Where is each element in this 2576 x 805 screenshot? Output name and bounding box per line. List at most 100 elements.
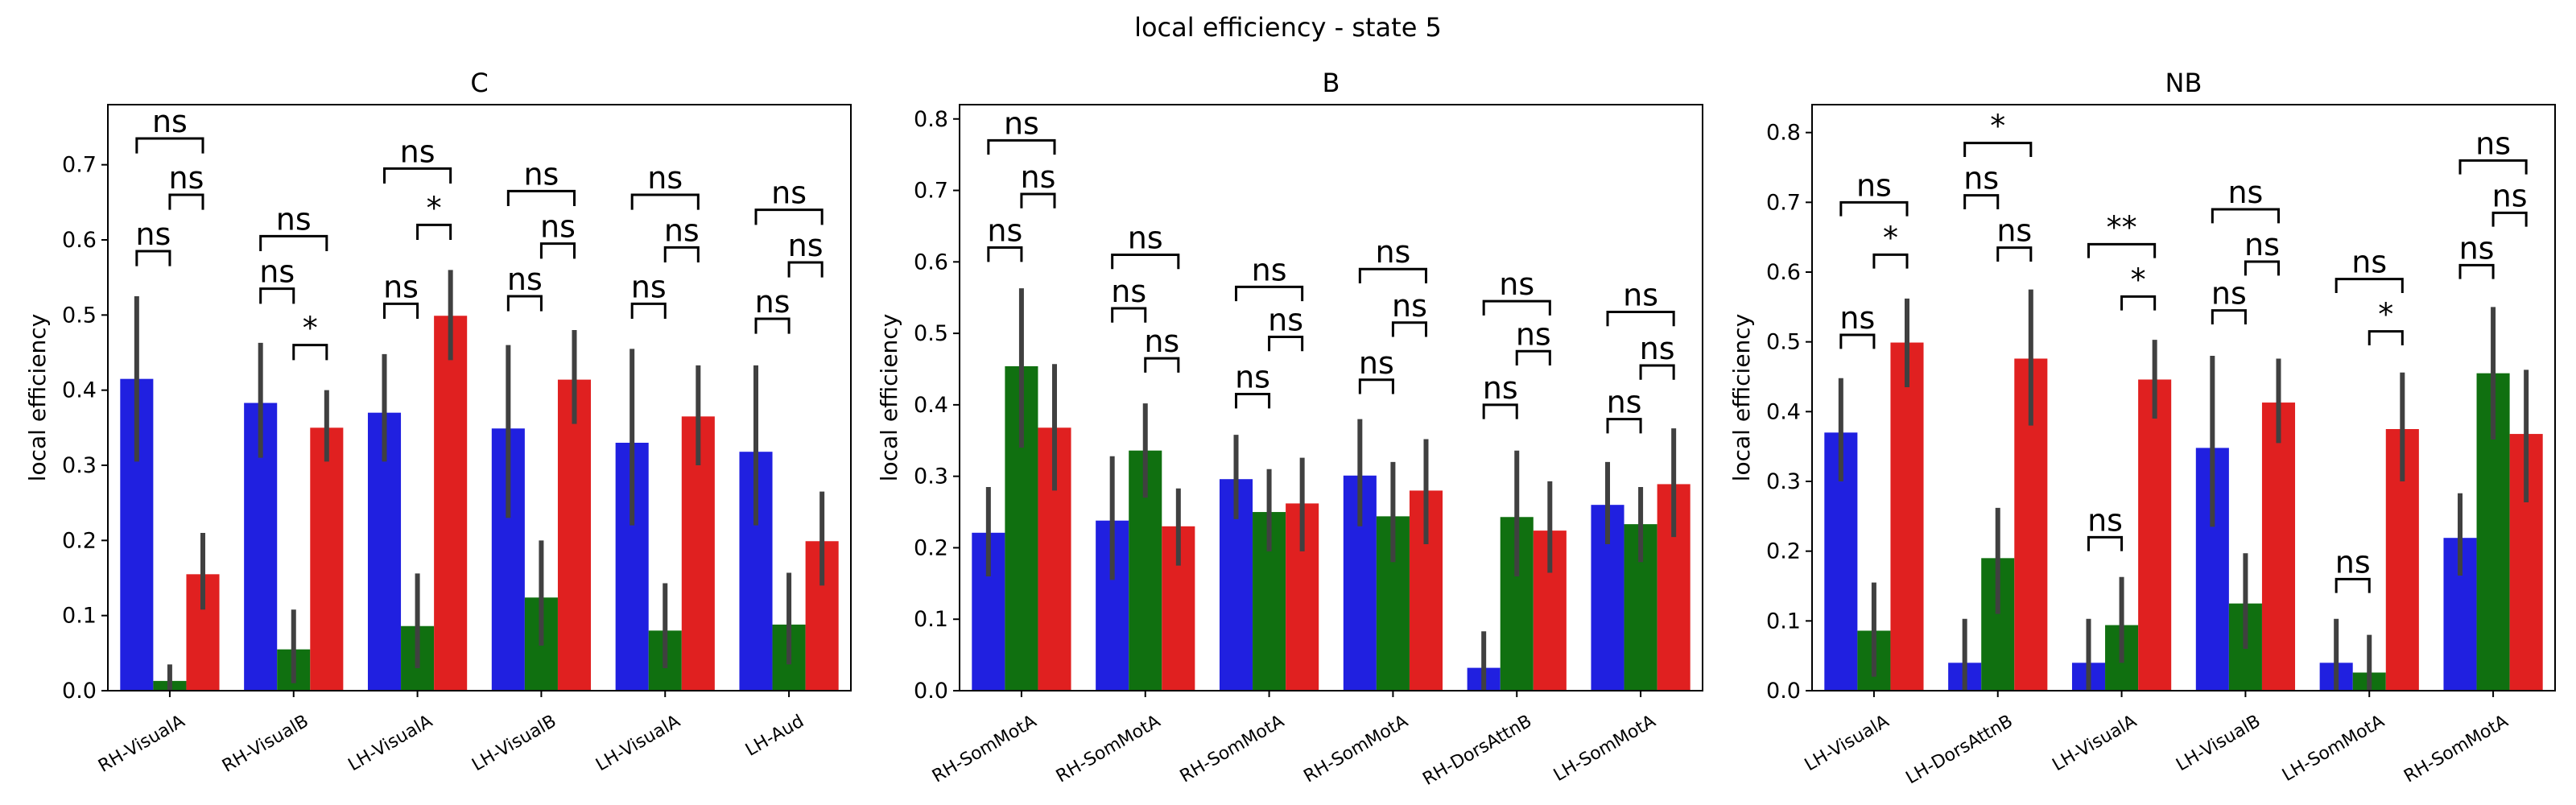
y-tick-label: 0.1 <box>62 604 97 629</box>
significance-label: ns <box>987 213 1022 249</box>
significance-label: ns <box>169 160 204 196</box>
significance-bracket <box>987 246 1023 262</box>
significance-bracket <box>1606 418 1642 434</box>
significance-bracket <box>259 287 295 304</box>
y-axis-label: local efficiency <box>24 314 51 482</box>
y-tick-label: 0.3 <box>62 453 97 478</box>
significance-label: ns <box>1963 161 1999 196</box>
significance-bracket <box>1235 393 1271 409</box>
significance-bracket <box>2491 211 2528 227</box>
significance-label: ns <box>1128 220 1163 255</box>
significance-label: ns <box>1111 274 1146 309</box>
x-tick-label: LH-VisualB <box>2173 712 2264 776</box>
panel-title: C <box>470 68 488 98</box>
significance-label: ns <box>1359 345 1394 381</box>
y-tick-label: 0.6 <box>62 228 97 253</box>
y-tick-label: 0.4 <box>1766 399 1801 424</box>
significance-label: ns <box>1856 167 1892 203</box>
significance-bracket <box>987 138 1056 155</box>
x-tick-label: LH-DorsAttnB <box>1903 712 2017 789</box>
significance-bracket <box>630 302 667 319</box>
chart-panel-nb: NB local efficiency 0.0 0.1 0.2 0.3 0.4 0.5 0.6 0… <box>1728 68 2556 789</box>
y-tick-label: 0.5 <box>1766 330 1801 355</box>
x-tick-label: LH-SomMotA <box>2279 712 2388 786</box>
significance-bracket <box>663 246 700 262</box>
x-tick-label: RH-SomMotA <box>1301 712 1412 787</box>
y-tick-label: 0.0 <box>1766 679 1801 704</box>
y-tick-label: 0.6 <box>1766 260 1801 285</box>
significance-bracket <box>506 295 543 312</box>
y-tick-label: 0.0 <box>62 679 97 704</box>
figure-title: local efficiency - state 5 <box>1134 12 1442 43</box>
significance-bracket <box>1268 336 1304 352</box>
significance-bracket <box>168 193 204 210</box>
significance-label: ns <box>1235 360 1270 395</box>
significance-bracket <box>787 261 824 278</box>
x-tick-label: RH-SomMotA <box>1177 712 1288 787</box>
significance-label: ns <box>2244 227 2280 262</box>
significance-bracket <box>2244 260 2280 276</box>
significance-label: ns <box>2087 502 2123 538</box>
significance-label: ns <box>1516 316 1551 352</box>
axes-frame <box>107 104 852 691</box>
significance-bracket <box>1391 321 1427 337</box>
y-tick-label: 0.2 <box>1766 539 1801 564</box>
y-tick-label: 0.7 <box>1766 190 1801 215</box>
y-tick-label: 0.6 <box>914 250 948 275</box>
significance-bracket <box>1996 246 2033 262</box>
significance-bracket <box>1963 142 2033 157</box>
significance-bracket <box>259 234 328 251</box>
significance-label: ns <box>1640 331 1675 366</box>
significance-label: ns <box>1607 385 1642 420</box>
significance-label: * <box>303 311 318 346</box>
y-axis-label: local efficiency <box>876 314 902 482</box>
significance-bracket <box>2211 309 2247 324</box>
y-tick-label: 0.8 <box>914 107 948 132</box>
significance-bracket <box>383 302 419 319</box>
significance-bracket <box>1963 194 2000 209</box>
significance-bracket <box>416 223 452 240</box>
significance-bracket <box>135 250 171 266</box>
significance-label: ns <box>2227 175 2263 210</box>
significance-bracket <box>1358 267 1427 283</box>
y-axis-label: local efficiency <box>1728 314 1755 482</box>
significance-bracket <box>1639 364 1675 380</box>
panel-title: B <box>1323 68 1340 98</box>
significance-bracket <box>2458 159 2528 175</box>
significance-bracket <box>1482 403 1518 419</box>
significance-label: ns <box>647 160 683 196</box>
y-tick-label: 0.5 <box>62 303 97 328</box>
significance-bracket <box>292 344 328 361</box>
significance-bracket <box>2334 278 2404 293</box>
significance-label: ns <box>1996 213 2032 249</box>
y-tick-label: 0.4 <box>62 378 97 403</box>
significance-label: ns <box>755 284 791 320</box>
significance-bracket <box>754 208 824 225</box>
significance-label: ns <box>1268 303 1303 338</box>
significance-label: ns <box>631 269 667 304</box>
y-tick-label: 0.1 <box>1766 609 1801 634</box>
significance-bracket <box>1482 299 1551 316</box>
significance-label: ns <box>259 254 295 290</box>
x-tick-label: RH-DorsAttnB <box>1419 712 1535 790</box>
significance-label: ns <box>383 269 419 304</box>
significance-bracket <box>506 189 576 206</box>
x-tick-label: RH-SomMotA <box>929 712 1040 787</box>
panel-title: NB <box>2165 68 2202 98</box>
significance-bracket <box>2087 535 2124 551</box>
significance-bracket <box>135 137 204 154</box>
x-tick-label: LH-VisualA <box>1802 712 1893 776</box>
significance-label: * <box>2378 297 2393 332</box>
y-tick-label: 0.2 <box>914 535 948 560</box>
significance-bracket <box>2087 242 2157 258</box>
significance-label: ns <box>2459 230 2495 266</box>
x-tick-label: RH-VisualA <box>95 712 188 777</box>
x-tick-label: LH-SomMotA <box>1550 712 1659 786</box>
significance-label: ns <box>1375 234 1410 270</box>
significance-label: ns <box>523 156 559 192</box>
significance-label: * <box>1990 109 2005 144</box>
significance-bracket <box>2334 577 2371 593</box>
significance-label: ns <box>2475 126 2511 161</box>
